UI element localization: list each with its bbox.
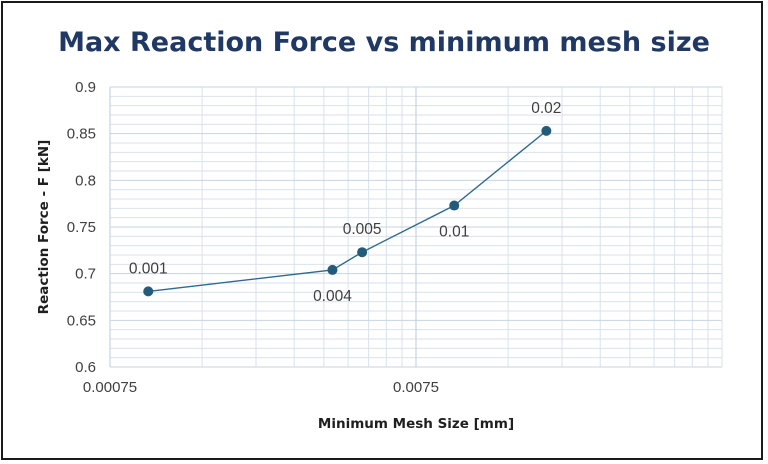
x-axis-title: Minimum Mesh Size [mm] — [318, 416, 514, 432]
data-label: 0.001 — [129, 260, 168, 277]
y-axis-title: Reaction Force - F [kN] — [36, 140, 52, 315]
tick-labels: 0.9 0.85 0.8 0.75 0.7 0.65 0.6 0.00075 0.0075 — [67, 79, 439, 396]
y-tick-label: 0.6 — [75, 359, 96, 376]
data-point — [327, 264, 338, 275]
data-label: 0.02 — [531, 100, 561, 117]
series-line — [148, 130, 547, 293]
y-tick-label: 0.7 — [75, 266, 96, 283]
data-point — [357, 247, 368, 258]
data-label: 0.005 — [343, 221, 382, 238]
y-tick-label: 0.65 — [67, 312, 96, 329]
data-series: 0.001 0.004 0.005 0.01 0.02 — [129, 100, 562, 305]
y-tick-label: 0.85 — [67, 126, 96, 143]
y-tick-label: 0.8 — [75, 172, 96, 189]
x-tick-label: 0.0075 — [393, 379, 439, 396]
x-tick-label: 0.00075 — [83, 379, 137, 396]
data-point — [143, 286, 154, 297]
data-label: 0.01 — [439, 224, 469, 241]
chart-title: Max Reaction Force vs minimum mesh size — [58, 27, 710, 58]
data-point — [449, 200, 460, 211]
y-tick-label: 0.75 — [67, 219, 96, 236]
data-label: 0.004 — [313, 288, 352, 305]
y-tick-label: 0.9 — [75, 79, 96, 96]
gridlines — [109, 86, 723, 368]
data-point — [541, 125, 552, 136]
